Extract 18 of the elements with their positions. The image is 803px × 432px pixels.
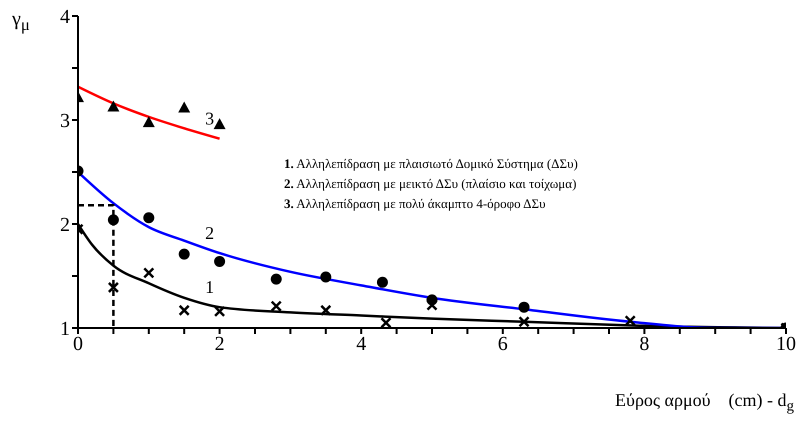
y-axis-title: γ$_{μ}$ (12, 8, 30, 35)
x-tick-label: 8 (639, 333, 650, 356)
x-tick-label: 6 (498, 333, 508, 356)
annotation: 1. Αλληλεπίδραση με πλαισιωτό Δομικό Σύστημα (ΔΣυ) (284, 155, 578, 173)
x-tick-label: 4 (356, 333, 366, 356)
y-tick-label: 4 (60, 6, 70, 28)
x-tick-label: 2 (214, 333, 225, 356)
x-tick-label: 0 (73, 333, 83, 356)
series-label: 3 (205, 108, 214, 129)
series-label: 2 (205, 223, 214, 244)
x-tick-label: 10 (776, 333, 796, 356)
y-tick-label: 1 (60, 318, 70, 340)
y-tick-label: 2 (60, 214, 70, 236)
annotation: 2. Αλληλεπίδραση με μεικτό ΔΣυ (πλαίσιο και τοίχωμα) (284, 175, 578, 193)
annotation: 3. Αλληλεπίδραση με πολύ άκαμπτο 4-όροφο ΔΣυ (284, 195, 547, 213)
x-axis-title: Εύρος αρμού (cm) - d$_{g}$ (615, 390, 794, 416)
y-tick-label: 3 (60, 110, 70, 132)
series-label: 1 (205, 277, 214, 298)
